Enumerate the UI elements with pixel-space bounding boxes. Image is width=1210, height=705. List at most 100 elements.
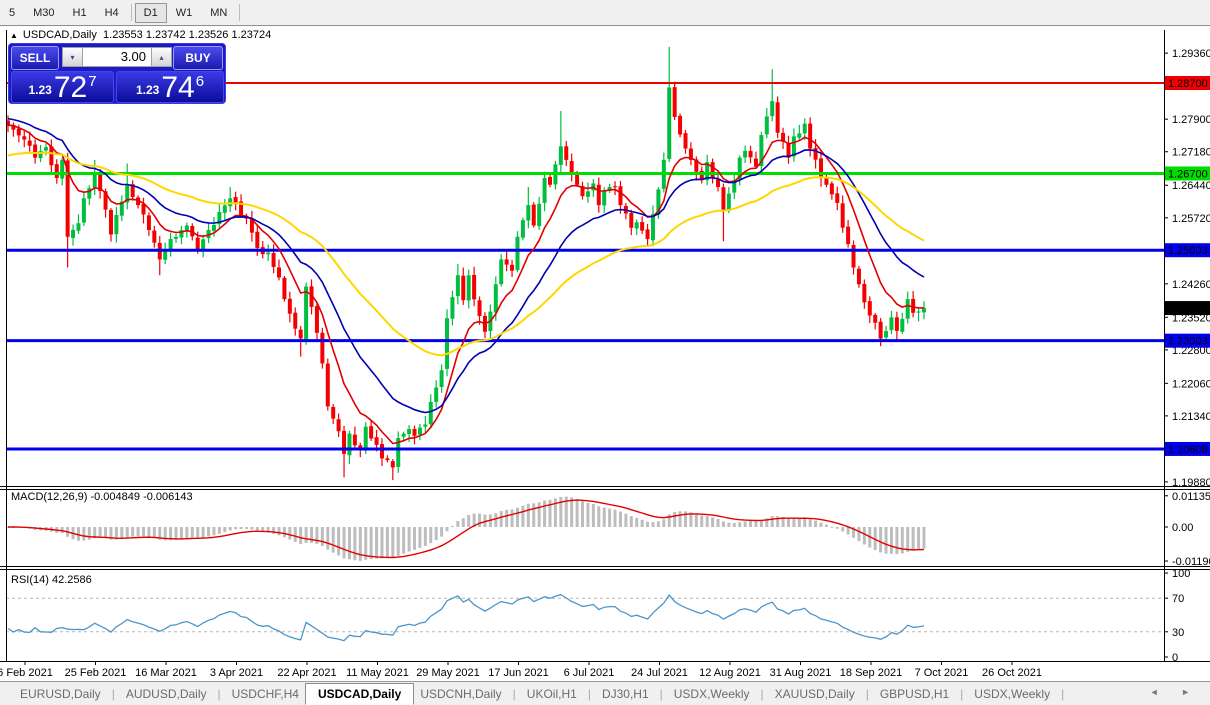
date-tick-label: 31 Aug 2021 <box>770 667 832 679</box>
timeframe-button-w1[interactable]: W1 <box>175 6 193 19</box>
chart-tab-usdcnh-daily[interactable]: USDCNH,Daily <box>420 686 502 701</box>
tab-separator: | <box>960 686 964 701</box>
date-tick-label: 3 Apr 2021 <box>210 667 263 679</box>
level-price-badge-text: 1.23003 <box>1168 336 1208 348</box>
buy-price-big: 74 <box>161 71 195 104</box>
sell-quote-panel[interactable]: 1.23 72 7 <box>11 71 114 103</box>
macd-indicator-label: MACD(12,26,9) -0.004849 -0.006143 <box>11 491 193 503</box>
chart-tab-dj30-h1[interactable]: DJ30,H1 <box>601 686 649 701</box>
timeframe-toolbar: 5 M30 H1 H4 D1 W1 MN <box>0 0 1210 26</box>
chart-canvas[interactable]: 1.293601.286401.279001.271801.264401.257… <box>0 26 1210 681</box>
chart-symbol-label: USDCAD,Daily <box>22 29 97 41</box>
price-tick-label: 1.21340 <box>1172 411 1210 423</box>
sell-button[interactable]: SELL <box>11 46 59 70</box>
tab-scroll-arrows[interactable]: ◄ ► <box>1149 687 1200 697</box>
timeframe-button-mn[interactable]: MN <box>210 6 228 19</box>
volume-decrease-button[interactable]: ▾ <box>62 47 83 67</box>
one-click-trade-panel: SELL ▾ 3.00 ▴ BUY 1.23 72 7 1.23 74 6 <box>8 43 226 104</box>
price-tick-label: 1.29360 <box>1172 48 1210 60</box>
chart-tab-xauusd-daily[interactable]: XAUUSD,Daily <box>774 686 855 701</box>
timeframe-button-h1[interactable]: H1 <box>72 6 87 19</box>
tab-separator: | <box>760 686 764 701</box>
current-price-badge-text: 1.23724 <box>1168 303 1208 315</box>
price-tick-label: 1.19880 <box>1172 477 1210 489</box>
tab-separator: | <box>512 686 516 701</box>
buy-button[interactable]: BUY <box>173 46 223 70</box>
chart-tab-bar: EURUSD,Daily | AUDUSD,Daily | USDCHF,H4 USDCA… <box>0 681 1210 705</box>
rsi-axis-label: 70 <box>1172 593 1184 605</box>
date-tick-label: 12 Aug 2021 <box>699 667 761 679</box>
date-tick-label: 24 Jul 2021 <box>631 667 688 679</box>
ma-line-48 <box>7 151 925 357</box>
tab-separator: | <box>1061 686 1065 701</box>
chart-ohlc-values: 1.23553 1.23742 1.23526 1.23724 <box>103 29 272 41</box>
chart-tab-usdx-weekly[interactable]: USDX,Weekly <box>673 686 750 701</box>
price-tick-label: 1.27900 <box>1172 114 1210 126</box>
price-tick-label: 1.22800 <box>1172 345 1210 357</box>
main-price-panel[interactable] <box>6 46 1164 481</box>
tab-separator: | <box>111 686 115 701</box>
level-price-badge <box>1165 441 1210 456</box>
candles-layer <box>6 46 926 481</box>
toolbar-separator <box>239 4 241 21</box>
date-tick-label: 11 May 2021 <box>346 667 409 679</box>
chart-tab-usdcad-daily[interactable]: USDCAD,Daily <box>304 682 415 705</box>
chart-tab-ukoil-h1[interactable]: UKOil,H1 <box>526 686 577 701</box>
timeframe-button-h4[interactable]: H4 <box>104 6 119 19</box>
timeframe-button-5[interactable]: 5 <box>9 6 16 19</box>
chart-tab-eurusd-daily[interactable]: EURUSD,Daily <box>20 686 101 701</box>
level-price-badge <box>1165 243 1210 258</box>
chart-tab-audusd-daily[interactable]: AUDUSD,Daily <box>125 686 207 701</box>
tab-separator: | <box>217 686 221 701</box>
rsi-line <box>7 593 925 642</box>
macd-axis-label: 0.00 <box>1172 522 1193 534</box>
buy-price-pip: 6 <box>195 73 205 90</box>
macd-axis-label: -0.011904 <box>1172 556 1210 568</box>
date-tick-label: 25 Feb 2021 <box>65 667 127 679</box>
chart-tab-usdchf-h4[interactable]: USDCHF,H4 <box>231 686 299 701</box>
rsi-axis-label: 100 <box>1172 568 1190 580</box>
level-price-badge-text: 1.28700 <box>1168 78 1208 90</box>
current-price-badge <box>1165 301 1210 316</box>
date-tick-label: 7 Oct 2021 <box>915 667 969 679</box>
date-tick-label: 6 Jul 2021 <box>564 667 615 679</box>
chart-tab-gbpusd-h1[interactable]: GBPUSD,H1 <box>879 686 950 701</box>
rsi-indicator-label: RSI(14) 42.2586 <box>11 574 92 586</box>
rsi-panel[interactable] <box>6 593 1164 642</box>
price-tick-label: 1.24260 <box>1172 279 1210 291</box>
date-tick-label: 17 Jun 2021 <box>488 667 549 679</box>
chart-title: ▲ USDCAD,Daily 1.23553 1.23742 1.23526 1.… <box>10 29 271 41</box>
sell-price-big: 72 <box>53 71 88 104</box>
level-price-badge <box>1165 76 1210 90</box>
date-tick-label: 22 Apr 2021 <box>277 667 336 679</box>
macd-signal-line <box>8 499 925 559</box>
price-tick-label: 1.23520 <box>1172 312 1210 324</box>
volume-spinner: ▾ 3.00 ▴ <box>62 47 172 67</box>
sell-price-prefix: 1.23 <box>28 83 52 97</box>
volume-increase-button[interactable]: ▴ <box>151 47 172 67</box>
date-tick-label: 18 Sep 2021 <box>840 667 902 679</box>
tab-separator: | <box>865 686 869 701</box>
price-tick-label: 1.26440 <box>1172 180 1210 192</box>
buy-quote-panel[interactable]: 1.23 74 6 <box>116 71 224 103</box>
volume-input[interactable]: 3.00 <box>83 47 151 67</box>
price-tick-label: 1.27180 <box>1172 147 1210 159</box>
time-axis[interactable]: 6 Feb 2021 25 Feb 2021 16 Mar 2021 3 Apr 20… <box>0 661 1042 679</box>
timeframe-button-m30[interactable]: M30 <box>33 6 55 19</box>
collapse-triangle-icon[interactable]: ▲ <box>10 31 18 40</box>
price-axis[interactable]: 1.293601.286401.279001.271801.264401.257… <box>1164 48 1210 664</box>
timeframe-button-d1[interactable]: D1 <box>134 2 167 23</box>
macd-panel[interactable] <box>6 496 926 561</box>
buy-price-prefix: 1.23 <box>135 83 160 97</box>
date-tick-label: 6 Feb 2021 <box>0 667 53 679</box>
level-price-badge <box>1165 166 1210 181</box>
price-tick-label: 1.22060 <box>1172 378 1210 390</box>
chart-tab-usdx-weekly[interactable]: USDX,Weekly <box>974 686 1051 701</box>
ma-line-21 <box>7 117 925 414</box>
rsi-axis-label: 30 <box>1172 627 1184 639</box>
level-price-badge <box>1165 333 1210 348</box>
level-price-badge-text: 1.20609 <box>1168 444 1208 456</box>
rsi-axis-label: 0 <box>1172 652 1178 664</box>
level-price-badge-text: 1.25003 <box>1168 245 1208 257</box>
